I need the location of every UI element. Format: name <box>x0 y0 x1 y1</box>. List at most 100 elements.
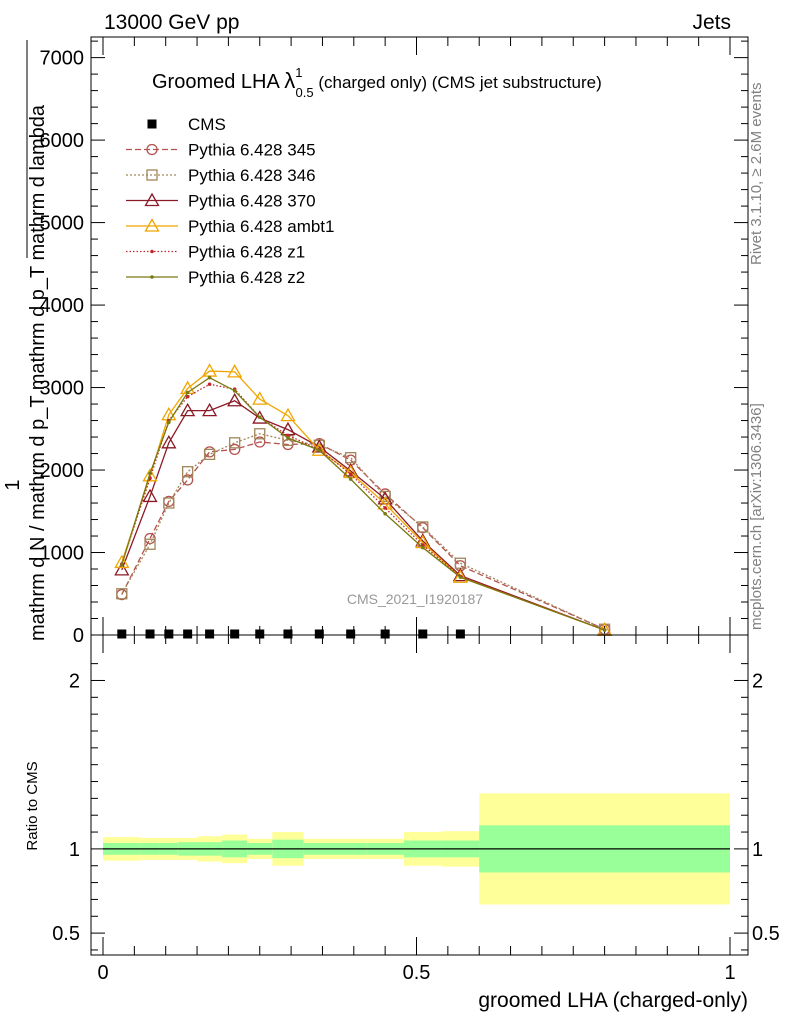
legend-marker-3 <box>144 192 160 207</box>
mc-point-3-5 <box>227 364 243 378</box>
legend-marker-6 <box>150 275 154 279</box>
plot-title: Groomed LHA λ1 0.5 (charged only) (CMS je… <box>152 65 602 100</box>
mc-point-5-4 <box>207 375 212 380</box>
cms-data-point-3 <box>183 629 193 639</box>
main-y-axis-label: 1 mathrm d N / mathrm d p_T mathrm d p_T… <box>2 40 49 641</box>
mc-point-5-1 <box>148 471 152 476</box>
ratio-y-tick-label-left-1: 1 <box>69 839 80 861</box>
main-y-tick-label-3: 3000 <box>40 378 85 400</box>
cms-data-point-5 <box>230 629 240 639</box>
mc-point-1-4 <box>203 448 216 461</box>
mc-point-3-12 <box>452 569 469 583</box>
mc-series-line-4 <box>121 383 605 631</box>
mc-point-5-6 <box>257 415 262 420</box>
main-y-tick-label-2: 2000 <box>40 460 85 482</box>
mc-point-0-6 <box>254 436 266 448</box>
header-category-label: Jets <box>692 11 731 34</box>
mc-point-5-0 <box>120 563 124 567</box>
ratio-y-tick-label-left-2: 2 <box>69 670 80 692</box>
mc-point-5-11 <box>420 545 425 550</box>
ratio-y-tick-label-right-1: 1 <box>752 839 763 861</box>
mc-point-5-12 <box>458 575 463 580</box>
legend-marker-5 <box>150 249 154 254</box>
mc-point-3-1 <box>142 467 158 482</box>
title-lambda-symbol: λ <box>284 68 295 93</box>
mc-point-3-0 <box>114 554 130 569</box>
analysis-watermark: CMS_2021_I1920187 <box>347 591 483 607</box>
legend: CMS Pythia 6.428 345 Pythia 6.428 346 Pythi… <box>126 115 334 287</box>
mc-series-line-2 <box>121 400 605 631</box>
x-tick-label-1: 0.5 <box>403 962 431 984</box>
mc-point-4-4 <box>207 382 212 387</box>
cms-data-point-11 <box>418 629 428 639</box>
ratio-plot-frame <box>90 634 749 956</box>
mc-point-5-9 <box>348 477 353 481</box>
cms-data-point-7 <box>283 629 293 639</box>
mc-point-0-1 <box>144 532 156 545</box>
mc-point-4-3 <box>185 394 190 399</box>
legend-marker-0 <box>147 119 157 129</box>
mc-point-4-9 <box>348 472 353 476</box>
cms-data-point-10 <box>380 629 390 639</box>
mc-point-2-1 <box>142 488 158 503</box>
legend-label-6: Pythia 6.428 z2 <box>188 268 305 287</box>
main-y-tick-label-7: 7000 <box>40 48 85 70</box>
mc-point-0-5 <box>229 443 241 456</box>
mc-point-1-5 <box>229 437 241 449</box>
ratio-plot: 0 0.5 1 0.5 0.5 1 1 2 2 <box>52 634 780 984</box>
mc-point-4-10 <box>383 506 387 510</box>
mc-point-5-8 <box>317 448 322 453</box>
mc-point-1-11 <box>417 521 429 533</box>
mc-point-2-3 <box>180 402 196 417</box>
cms-data-point-0 <box>117 629 127 639</box>
title-subscript: 0.5 <box>296 85 314 100</box>
mc-series-line-5 <box>121 376 605 631</box>
mc-point-1-2 <box>163 497 175 509</box>
cms-data-series <box>117 629 465 639</box>
main-y-label-bottom: mathrm d N / mathrm d p_T mathrm d p_T m… <box>27 104 49 641</box>
x-tick-label-2: 1 <box>724 962 735 984</box>
mc-point-5-3 <box>185 390 190 395</box>
legend-marker-1 <box>146 143 158 156</box>
legend-label-5: Pythia 6.428 z1 <box>188 243 305 262</box>
mc-point-1-0 <box>116 588 128 600</box>
ratio-y-tick-label-right-0: 0.5 <box>752 923 780 945</box>
ratio-y-axis-label: Ratio to CMS <box>24 761 41 850</box>
title-superscript: 1 <box>295 65 302 80</box>
mc-point-2-5 <box>227 392 243 407</box>
mc-point-3-7 <box>280 407 296 422</box>
main-y-label-top: 1 <box>2 479 24 490</box>
mc-point-1-9 <box>345 452 357 464</box>
legend-label-1: Pythia 6.428 345 <box>188 141 316 160</box>
legend-label-2: Pythia 6.428 346 <box>188 166 316 185</box>
legend-label-4: Pythia 6.428 ambt1 <box>188 217 334 236</box>
legend-marker-4 <box>144 218 160 232</box>
cms-data-point-12 <box>455 629 465 639</box>
mc-point-5-5 <box>232 389 237 393</box>
mc-point-2-6 <box>252 410 268 424</box>
mc-point-5-10 <box>383 511 387 516</box>
mc-point-3-6 <box>252 391 268 405</box>
mc-point-2-2 <box>161 434 177 449</box>
mc-point-1-6 <box>254 428 266 440</box>
mc-point-2-0 <box>114 562 130 576</box>
main-y-tick-label-1: 1000 <box>40 543 85 565</box>
x-axis-label: groomed LHA (charged-only) <box>478 989 748 1012</box>
ratio-y-tick-label-right-2: 2 <box>752 670 763 692</box>
cms-data-point-8 <box>314 629 324 639</box>
header-energy-label: 13000 GeV pp <box>104 11 239 34</box>
main-plot: 0 1000 2000 3000 4000 5000 6000 7000 CMS_2021_I1… <box>40 36 749 647</box>
title-suffix: (charged only) (CMS jet substructure) <box>314 73 602 92</box>
mc-point-1-1 <box>144 538 156 550</box>
mc-point-2-4 <box>201 402 218 417</box>
legend-label-0: CMS <box>188 115 226 134</box>
cms-data-point-9 <box>346 629 356 639</box>
legend-label-3: Pythia 6.428 370 <box>188 192 316 211</box>
main-y-tick-label-5: 5000 <box>40 213 85 235</box>
title-text: Groomed LHA <box>152 71 284 93</box>
main-y-tick-label-6: 6000 <box>40 130 85 152</box>
mcplots-label: mcplots.cern.ch [arXiv:1306.3436] <box>748 403 765 630</box>
mc-point-5-7 <box>286 436 290 440</box>
mc-point-5-13 <box>602 628 607 632</box>
